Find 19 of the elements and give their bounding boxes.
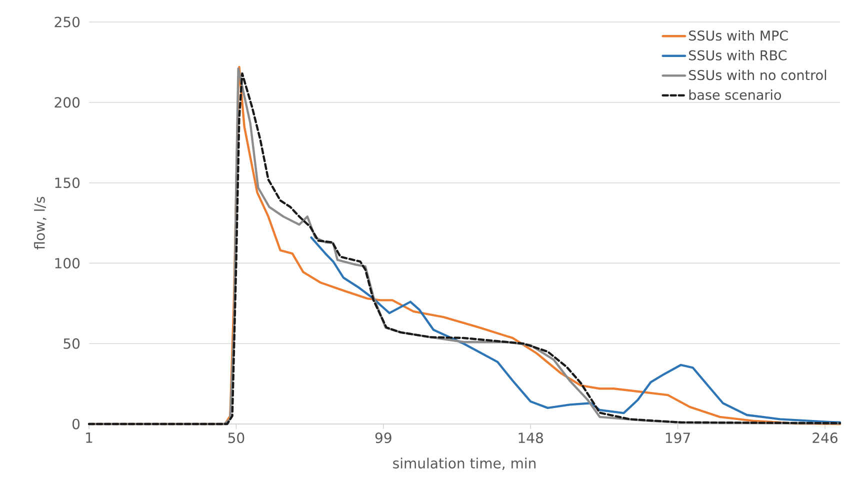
y-tick-label: 0 bbox=[72, 418, 80, 430]
y-tick-label: 150 bbox=[55, 178, 80, 188]
y-axis-title: flow, l/s bbox=[34, 196, 46, 250]
x-tick-label: 99 bbox=[375, 432, 392, 444]
y-tick-label: 200 bbox=[54, 97, 80, 108]
x-tick-label: 1 bbox=[86, 432, 92, 443]
x-tick-label: 197 bbox=[666, 432, 690, 444]
legend-label: base scenario bbox=[689, 89, 782, 100]
legend-label: SSUs with MPC bbox=[689, 30, 788, 41]
legend-label: SSUs with no control bbox=[689, 70, 826, 80]
line-series bbox=[310, 236, 842, 424]
y-tick-label: 250 bbox=[54, 16, 80, 28]
x-tick-label: 246 bbox=[812, 432, 838, 444]
y-tick-label: 50 bbox=[64, 338, 80, 349]
legend-label: SSUs with RBC bbox=[689, 50, 787, 60]
y-tick-label: 100 bbox=[55, 258, 80, 268]
x-axis-title: simulation time, min bbox=[393, 458, 536, 470]
x-tick-label: 50 bbox=[228, 432, 244, 444]
x-tick-label: 148 bbox=[518, 432, 543, 444]
